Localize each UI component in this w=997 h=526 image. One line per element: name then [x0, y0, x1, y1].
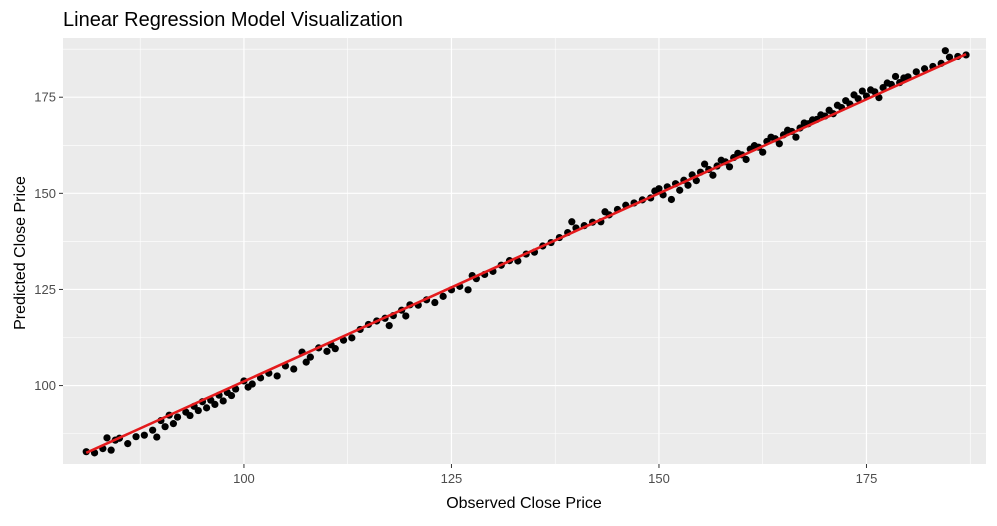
data-point	[124, 440, 132, 448]
data-point	[302, 358, 310, 366]
x-tick-label: 150	[648, 471, 670, 486]
data-point	[759, 148, 767, 156]
data-point	[103, 434, 111, 442]
data-point	[431, 298, 439, 307]
data-point	[891, 72, 900, 81]
x-tick-label: 175	[856, 471, 878, 486]
data-point	[149, 426, 157, 434]
data-point	[920, 65, 929, 73]
data-point	[169, 420, 177, 428]
data-point	[742, 155, 750, 164]
data-point	[248, 380, 256, 388]
data-point	[775, 140, 783, 148]
data-point	[655, 185, 663, 193]
data-point	[211, 400, 219, 409]
x-axis-label: Observed Close Price	[446, 495, 602, 512]
regression-line	[85, 52, 967, 455]
y-tick-label: 125	[34, 282, 56, 297]
data-point	[140, 431, 148, 439]
data-point	[331, 345, 339, 353]
data-point	[941, 47, 949, 55]
data-point	[692, 177, 700, 185]
chart-title: Linear Regression Model Visualization	[63, 9, 403, 31]
data-point	[153, 433, 161, 441]
data-point	[219, 397, 227, 405]
y-axis-label: Predicted Close Price	[12, 176, 29, 330]
data-point	[684, 181, 692, 189]
data-point	[273, 372, 281, 380]
data-point	[854, 95, 862, 103]
data-point	[385, 321, 393, 330]
data-point	[676, 186, 684, 194]
data-point	[306, 353, 314, 361]
data-point	[667, 195, 676, 204]
y-axis-ticks: 100 125 150 175	[34, 90, 63, 393]
y-tick-label: 150	[34, 186, 56, 201]
major-gridlines	[63, 38, 986, 464]
x-tick-label: 100	[233, 471, 255, 486]
data-point	[879, 83, 887, 92]
data-point	[945, 53, 954, 61]
data-point	[132, 433, 140, 441]
data-point	[568, 218, 576, 226]
data-point	[858, 87, 866, 95]
data-point	[202, 404, 211, 412]
x-axis-ticks: 100 125 150 175	[233, 464, 877, 486]
data-point	[725, 163, 734, 171]
data-point	[194, 406, 202, 415]
data-point	[290, 365, 298, 373]
data-point	[186, 411, 194, 420]
data-point	[464, 286, 472, 294]
data-point	[173, 413, 182, 421]
data-point	[402, 312, 410, 320]
data-point	[161, 423, 169, 431]
data-point	[792, 133, 800, 141]
data-point	[709, 171, 717, 179]
data-point	[323, 347, 331, 355]
y-tick-label: 175	[34, 90, 56, 105]
data-point	[227, 391, 236, 400]
y-tick-label: 100	[34, 378, 56, 393]
data-point	[701, 160, 709, 168]
minor-gridlines	[63, 38, 986, 464]
x-tick-label: 125	[441, 471, 463, 486]
data-point	[107, 446, 115, 454]
data-point	[912, 68, 920, 76]
data-point	[348, 334, 356, 342]
data-point	[439, 292, 447, 300]
